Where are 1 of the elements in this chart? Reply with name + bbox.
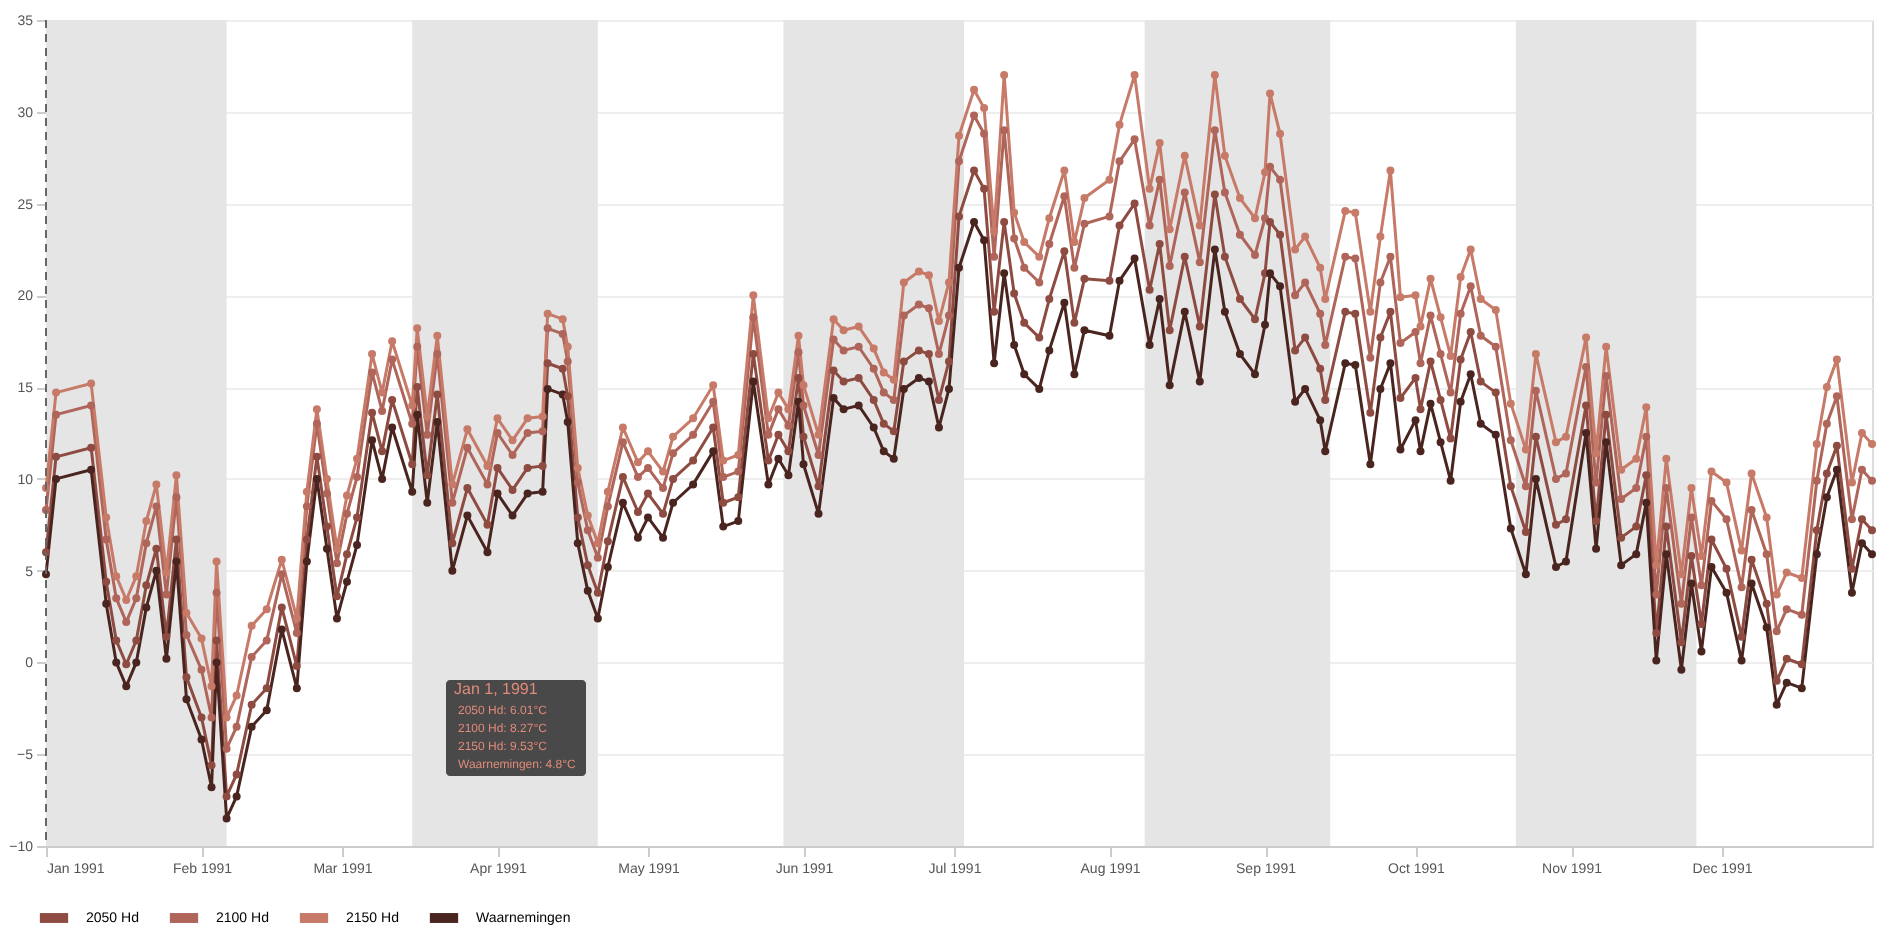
annotation: Jan 1, 1991 xyxy=(454,680,539,698)
